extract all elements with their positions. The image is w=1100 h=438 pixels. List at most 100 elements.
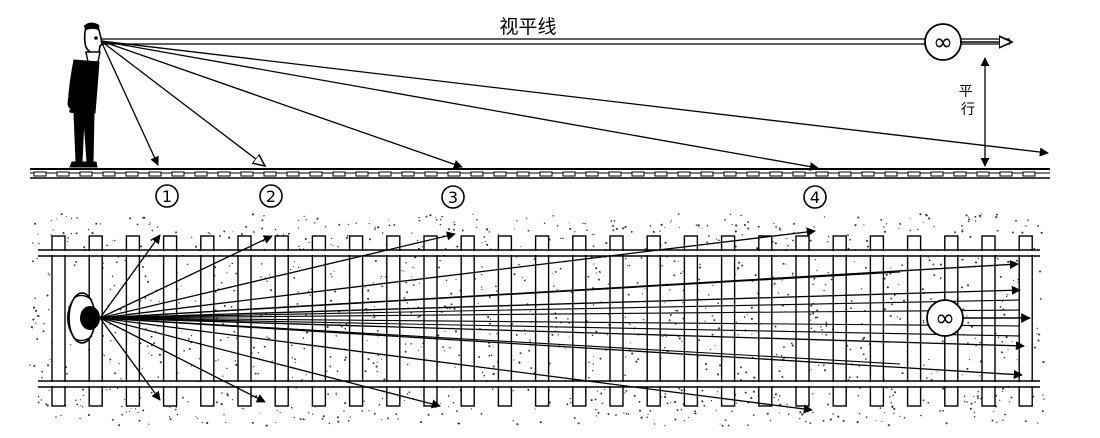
gravel-dot	[916, 228, 919, 231]
side-tie	[217, 171, 231, 177]
gravel-dot	[1037, 339, 1040, 342]
side-tie	[378, 171, 392, 177]
side-view: 视平线 ∞ 平 行	[30, 16, 1050, 209]
gravel-dot	[591, 234, 593, 236]
gravel-dot	[346, 234, 349, 237]
gravel-dot	[674, 400, 677, 404]
gravel-dot	[628, 322, 630, 325]
gravel-dot	[293, 276, 296, 279]
gravel-dot	[863, 223, 865, 226]
gravel-dot	[970, 402, 973, 405]
gravel-dot	[886, 286, 889, 289]
gravel-dot	[977, 397, 979, 400]
gravel-dot	[704, 362, 708, 365]
plan-view: ∞	[29, 213, 1045, 427]
gravel-dot	[81, 406, 84, 408]
gravel-dot	[75, 232, 78, 235]
gravel-dot	[169, 418, 172, 421]
gravel-dot	[529, 339, 531, 341]
gravel-dot	[454, 330, 458, 333]
gravel-dot	[425, 215, 428, 218]
gravel-dot	[979, 375, 981, 377]
gravel-dot	[158, 353, 161, 356]
gravel-dot	[901, 264, 904, 266]
gravel-dot	[790, 342, 793, 345]
gravel-dot	[573, 417, 576, 419]
gravel-dot	[627, 413, 630, 415]
gravel-dot	[410, 276, 413, 278]
gravel-dot	[922, 321, 925, 324]
gravel-dot	[890, 401, 893, 404]
gravel-dot	[681, 340, 683, 342]
gravel-dot	[889, 272, 892, 275]
gravel-dot	[745, 371, 748, 374]
side-tie	[654, 171, 668, 177]
gravel-dot	[781, 279, 783, 281]
gravel-dot	[682, 317, 684, 320]
gravel-dot	[301, 378, 303, 381]
gravel-dot	[674, 418, 677, 421]
gravel-dot	[142, 409, 145, 412]
infinity-symbol: ∞	[933, 28, 953, 56]
gravel-dot	[188, 347, 191, 350]
gravel-dot	[605, 242, 608, 245]
gravel-dot	[223, 304, 226, 307]
gravel-dot	[481, 266, 483, 268]
gravel-dot	[364, 370, 367, 373]
side-sight-rays	[100, 40, 1049, 172]
gravel-dot	[325, 370, 328, 373]
gravel-dot	[734, 230, 737, 233]
gravel-dot	[512, 420, 514, 422]
side-tie	[493, 171, 507, 177]
gravel-dot	[333, 270, 335, 272]
gravel-dot	[624, 356, 627, 358]
gravel-dot	[136, 223, 139, 226]
gravel-dot	[842, 419, 845, 422]
gravel-dot	[890, 267, 892, 269]
gravel-dot	[623, 412, 625, 414]
side-tie	[861, 171, 875, 177]
gravel-dot	[418, 219, 421, 222]
gravel-dot	[941, 340, 944, 343]
gravel-dot	[712, 285, 714, 287]
gravel-dot	[125, 411, 128, 413]
gravel-dot	[822, 419, 825, 422]
gravel-dot	[724, 218, 726, 221]
gravel-dot	[279, 412, 281, 414]
gravel-dot	[894, 391, 896, 394]
gravel-dot	[995, 216, 998, 219]
gravel-dot	[706, 224, 709, 227]
gravel-dot	[368, 223, 370, 225]
gravel-dot	[827, 235, 830, 238]
gravel-dot	[526, 217, 528, 219]
gravel-dot	[967, 342, 969, 344]
gravel-dot	[896, 316, 898, 318]
gravel-dot	[967, 216, 969, 218]
gravel-dot	[893, 412, 895, 414]
gravel-dot	[452, 401, 455, 404]
gravel-dot	[823, 216, 826, 218]
gravel-dot	[118, 424, 121, 427]
marker-1: 1	[155, 184, 179, 208]
gravel-dot	[731, 223, 733, 226]
gravel-dot	[1032, 395, 1035, 398]
gravel-dot	[779, 228, 782, 231]
gravel-dot	[87, 228, 90, 231]
gravel-dot	[417, 316, 420, 319]
gravel-dot	[380, 275, 383, 278]
gravel-dot	[46, 364, 50, 367]
gravel-dot	[76, 403, 79, 406]
gravel-dot	[113, 285, 116, 287]
gravel-dot	[847, 234, 849, 236]
gravel-dot	[862, 353, 865, 356]
gravel-dot	[773, 282, 776, 285]
gravel-dot	[963, 400, 966, 403]
gravel-dot	[307, 412, 310, 414]
gravel-dot	[680, 408, 683, 411]
gravel-dot	[715, 410, 717, 412]
gravel-dot	[492, 346, 494, 348]
gravel-dot	[444, 247, 447, 250]
gravel-dot	[295, 361, 297, 363]
gravel-dot	[178, 302, 180, 304]
gravel-dot	[814, 316, 817, 319]
